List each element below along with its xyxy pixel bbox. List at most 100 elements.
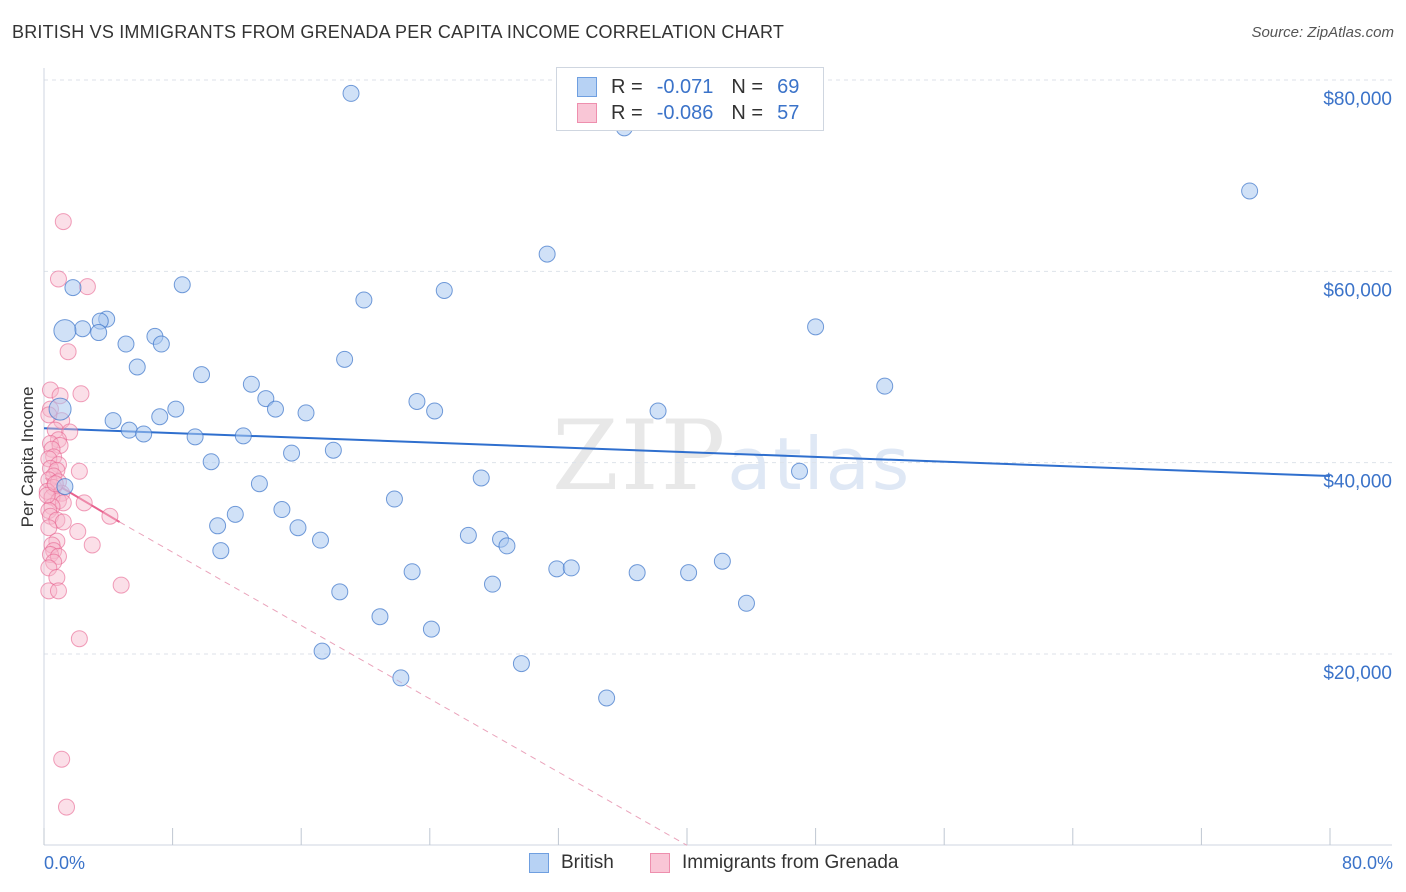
y-tick-label: $80,000 (1323, 89, 1392, 110)
point-grenada (112, 576, 130, 594)
point-british (331, 583, 349, 601)
point-british (117, 335, 135, 353)
point-british (562, 559, 580, 577)
watermark: ZIPatlas (552, 400, 911, 512)
point-british (426, 402, 444, 420)
point-british (167, 400, 185, 418)
point-british (104, 412, 122, 430)
point-grenada (69, 523, 87, 541)
point-grenada (48, 568, 66, 586)
legend-n-value: 57 (777, 101, 800, 124)
point-grenada (58, 798, 76, 816)
point-grenada (70, 630, 88, 648)
point-grenada (54, 513, 72, 531)
point-british (266, 400, 284, 418)
point-british (392, 669, 410, 687)
point-british (212, 542, 230, 560)
point-grenada (72, 385, 90, 403)
bottom-legend-british-label: British (561, 852, 614, 873)
x-tick-label: 0.0% (44, 853, 85, 873)
watermark-atlas: atlas (727, 422, 912, 506)
point-british (737, 594, 755, 612)
point-british (311, 531, 329, 549)
y-axis-label: Per Capita Income (18, 387, 37, 528)
point-british (186, 428, 204, 446)
point-british (324, 441, 342, 459)
point-british (152, 335, 170, 353)
point-grenada (38, 486, 56, 504)
axis-labels: Per Capita Income $20,000 $40,000 $60,000 $… (18, 89, 1393, 873)
point-british (512, 655, 530, 673)
bottom-legend-grenada-label: Immigrants from Grenada (682, 852, 899, 873)
point-british (53, 319, 77, 343)
point-british (371, 608, 389, 626)
point-british (713, 552, 731, 570)
point-grenada (78, 278, 96, 296)
point-british (408, 392, 426, 410)
point-british (209, 517, 227, 535)
legend-row-grenada: R = -0.086 N = 57 (577, 101, 799, 125)
point-british (250, 475, 268, 493)
point-british (403, 563, 421, 581)
point-british (273, 501, 291, 519)
british-swatch (529, 853, 549, 873)
point-grenada (49, 582, 67, 600)
point-grenada (49, 547, 67, 565)
point-grenada (54, 213, 72, 231)
point-british (538, 245, 556, 263)
legend-row-british: R = -0.071 N = 69 (577, 75, 799, 99)
point-grenada (41, 381, 59, 399)
trend-line-british (43, 427, 1331, 478)
bottom-legend-grenada: Immigrants from Grenada (650, 852, 898, 874)
x-tick-label: 80.0% (1342, 853, 1393, 873)
point-grenada (46, 421, 64, 439)
point-british (135, 425, 153, 443)
point-british (173, 276, 191, 294)
point-british (498, 537, 516, 555)
y-tick-label: $60,000 (1323, 280, 1392, 301)
point-grenada (49, 431, 67, 449)
point-british (283, 444, 301, 462)
point-british (128, 358, 146, 376)
point-british (313, 642, 331, 660)
point-british (193, 366, 211, 384)
point-grenada (49, 270, 67, 288)
point-british (336, 350, 354, 368)
point-grenada (40, 519, 58, 537)
chart-title: BRITISH VS IMMIGRANTS FROM GRENADA PER C… (12, 22, 785, 42)
point-british (628, 564, 646, 582)
point-british (257, 390, 275, 408)
data-points (38, 84, 1259, 816)
point-british (242, 375, 260, 393)
point-grenada (59, 343, 77, 361)
source-label: Source: ZipAtlas.com (1251, 24, 1394, 41)
point-grenada (101, 507, 119, 525)
axes (43, 68, 1392, 846)
y-tick-label: $20,000 (1323, 663, 1392, 684)
point-british (120, 421, 138, 439)
point-grenada (75, 494, 93, 512)
point-grenada (40, 582, 58, 600)
point-british (226, 505, 244, 523)
point-british (56, 478, 74, 496)
legend-n-value: 69 (777, 75, 800, 98)
point-british (791, 462, 809, 480)
point-british (385, 490, 403, 508)
point-british (202, 453, 220, 471)
point-british (435, 281, 453, 299)
point-british (1241, 182, 1259, 200)
point-british (876, 377, 894, 395)
grenada-swatch (650, 853, 670, 873)
y-tick-label: $40,000 (1323, 472, 1392, 493)
point-british (289, 519, 307, 537)
point-british (48, 397, 72, 421)
legend-r-label: R = (611, 101, 643, 124)
point-british (90, 324, 108, 342)
point-grenada (70, 462, 88, 480)
point-british (680, 564, 698, 582)
legend-n-label: N = (731, 75, 764, 98)
bottom-legend: British Immigrants from Grenada (0, 852, 1406, 878)
point-british (64, 279, 82, 297)
point-grenada (53, 750, 71, 768)
